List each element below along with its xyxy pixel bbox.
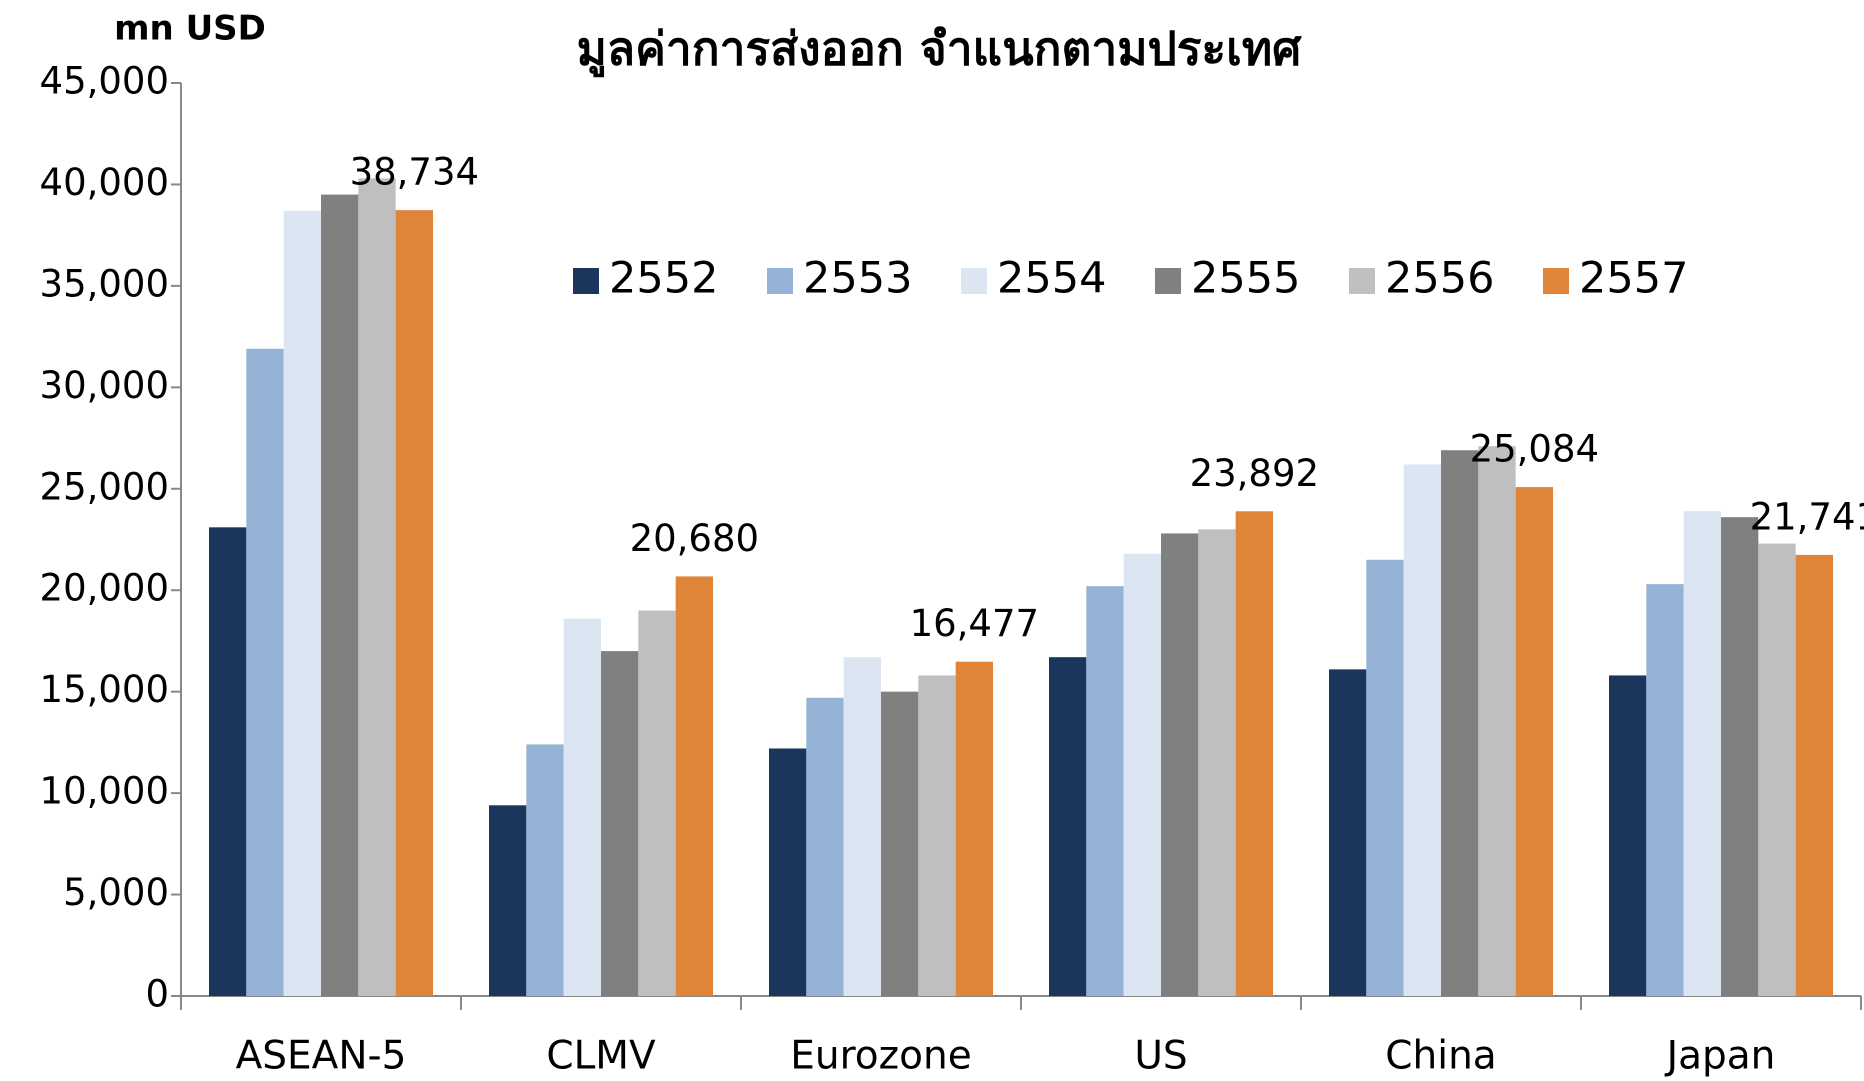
bar <box>321 194 359 997</box>
legend-label: 2556 <box>1385 254 1494 304</box>
data-label: 25,084 <box>1470 428 1599 471</box>
bar <box>601 651 639 996</box>
y-tick-label: 45,000 <box>40 60 169 103</box>
bar <box>675 576 713 996</box>
bar <box>395 210 433 996</box>
bar <box>1329 669 1367 996</box>
bar <box>1235 511 1273 996</box>
legend-label: 2554 <box>997 254 1106 304</box>
y-tick-label: 35,000 <box>40 262 169 305</box>
y-tick-label: 10,000 <box>40 770 169 813</box>
bar <box>246 348 284 997</box>
y-tick-label: 15,000 <box>40 668 169 711</box>
data-label: 23,892 <box>1190 452 1319 495</box>
bar <box>1683 511 1721 996</box>
data-label: 20,680 <box>630 517 759 560</box>
data-label: 16,477 <box>910 602 1039 645</box>
bar <box>358 178 396 996</box>
x-tick-label: US <box>1134 1034 1187 1079</box>
bar <box>1403 464 1441 996</box>
bar <box>1646 584 1684 996</box>
y-tick-label: 25,000 <box>40 465 169 508</box>
bar <box>1721 517 1759 996</box>
x-tick-label: Eurozone <box>790 1034 971 1079</box>
bar <box>1086 586 1124 996</box>
bar <box>1366 559 1404 996</box>
legend-swatch <box>1155 268 1181 294</box>
data-label: 21,741 <box>1750 495 1864 538</box>
bar <box>1161 533 1199 996</box>
bar <box>638 610 676 996</box>
bar <box>1123 553 1161 996</box>
legend-label: 2553 <box>803 254 912 304</box>
bar <box>283 210 321 996</box>
x-tick-label: CLMV <box>546 1034 656 1079</box>
chart-title: มูลค่าการส่งออก จำแนกตามประเทศ <box>577 22 1303 78</box>
y-axis-label: mn USD <box>114 9 266 49</box>
legend-swatch <box>1543 268 1569 294</box>
legend-label: 2557 <box>1579 254 1688 304</box>
bar <box>1609 675 1647 996</box>
legend-label: 2552 <box>609 254 718 304</box>
bar <box>1758 543 1796 996</box>
bar <box>563 618 601 996</box>
bar <box>881 691 919 996</box>
x-tick-label: China <box>1385 1034 1496 1079</box>
legend-swatch <box>767 268 793 294</box>
data-label: 38,734 <box>350 151 479 194</box>
bar <box>1198 529 1236 996</box>
bar <box>209 527 247 996</box>
legend-swatch <box>961 268 987 294</box>
bar <box>806 697 844 996</box>
y-tick-label: 0 <box>145 973 169 1016</box>
legend-label: 2555 <box>1191 254 1300 304</box>
y-tick-label: 40,000 <box>40 161 169 204</box>
x-tick-label: Japan <box>1664 1034 1776 1079</box>
y-tick-label: 30,000 <box>40 364 169 407</box>
bar <box>489 805 527 996</box>
bar <box>843 657 881 996</box>
bar <box>918 675 956 996</box>
bar <box>955 661 993 996</box>
x-tick-label: ASEAN-5 <box>236 1034 407 1079</box>
bar <box>526 744 564 996</box>
y-tick-label: 20,000 <box>40 567 169 610</box>
bar <box>1049 657 1087 996</box>
bar <box>769 748 807 996</box>
bar <box>1478 446 1516 996</box>
y-tick-label: 5,000 <box>63 871 169 914</box>
legend-swatch <box>1349 268 1375 294</box>
bar <box>1795 554 1833 996</box>
bar <box>1441 450 1479 996</box>
bar <box>1515 487 1553 996</box>
legend-swatch <box>573 268 599 294</box>
